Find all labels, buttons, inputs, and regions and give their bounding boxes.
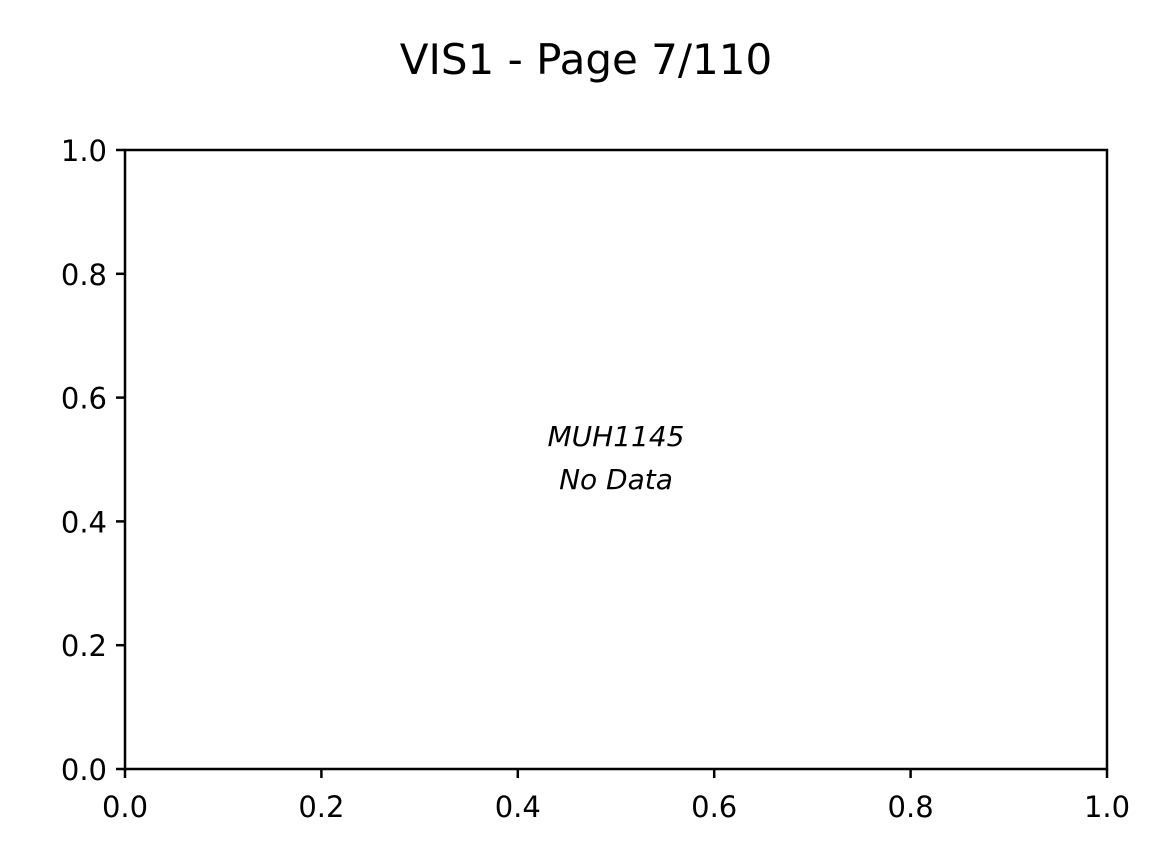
- y-tick-label: 0.4: [61, 505, 107, 539]
- annotation-label-id: MUH1145: [548, 420, 685, 453]
- y-tick-label: 0.0: [61, 753, 107, 787]
- x-axis: 0.0 0.2 0.4 0.6 0.8 1.0: [102, 769, 1130, 824]
- y-tick-label: 1.0: [61, 134, 107, 168]
- y-tick-label: 0.6: [61, 382, 107, 416]
- x-tick-label: 0.2: [298, 790, 344, 824]
- annotation-label-no-data: No Data: [559, 463, 673, 496]
- x-tick-label: 0.0: [102, 790, 148, 824]
- x-tick-label: 1.0: [1084, 790, 1130, 824]
- y-tick-label: 0.2: [61, 629, 107, 663]
- x-tick-label: 0.6: [691, 790, 737, 824]
- x-tick-label: 0.4: [495, 790, 541, 824]
- x-tick-label: 0.8: [888, 790, 934, 824]
- plot-area-frame: [123, 148, 1109, 771]
- y-axis: 0.0 0.2 0.4 0.6 0.8 1.0: [61, 134, 125, 787]
- chart-title: VIS1 - Page 7/110: [400, 35, 772, 84]
- y-tick-label: 0.8: [61, 258, 107, 292]
